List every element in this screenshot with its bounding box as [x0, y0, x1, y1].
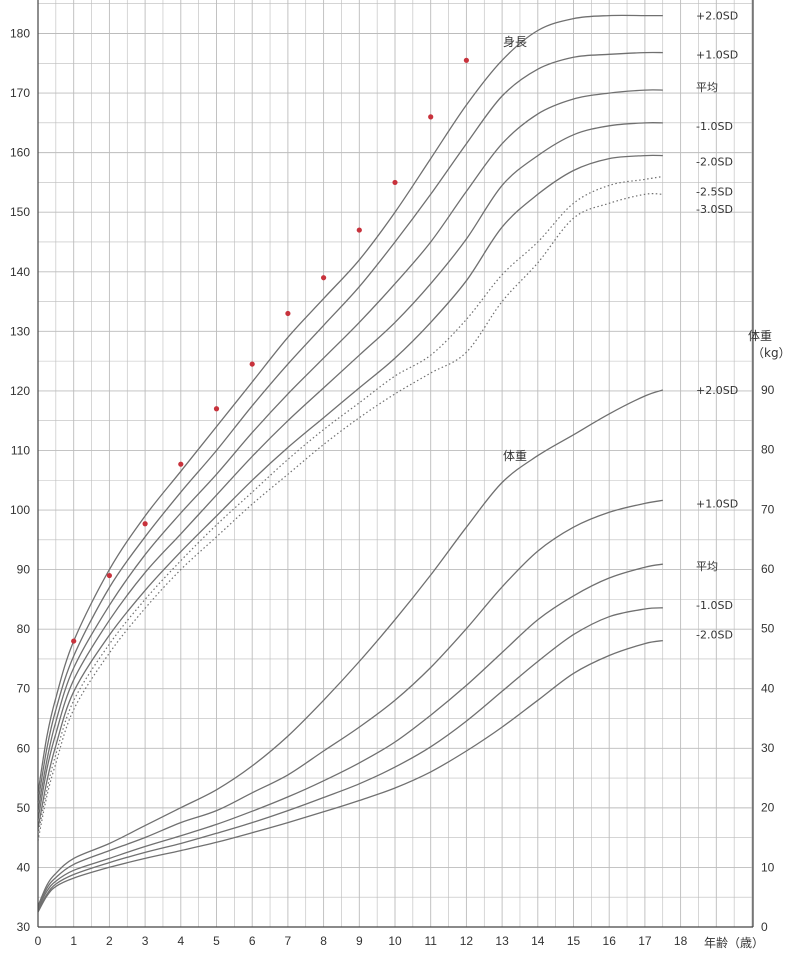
- weight-curve-label: -2.0SD: [696, 629, 733, 642]
- height-curve-3: [37, 122, 663, 820]
- weight-curve-label: +2.0SD: [696, 384, 738, 397]
- x-tick-label: 4: [177, 934, 184, 948]
- weight-curve-3: [37, 607, 663, 911]
- height-point: [321, 275, 327, 281]
- x-tick-label: 13: [495, 934, 509, 948]
- height-curve-label: -3.0SD: [696, 203, 733, 216]
- y-left-tick-label: 90: [17, 563, 31, 577]
- y-left-tick-label: 70: [17, 682, 31, 696]
- height-curve-label: 平均: [696, 81, 718, 94]
- x-tick-label: 9: [356, 934, 363, 948]
- height-point: [142, 521, 148, 527]
- y-right-tick-label: 20: [761, 801, 775, 815]
- height-points: [71, 57, 469, 644]
- y-right-tick-label: 30: [761, 741, 775, 755]
- right-axis-title-line2: （kg）: [752, 346, 785, 360]
- y-right-tick-label: 70: [761, 502, 775, 516]
- y-right-tick-label: 60: [761, 562, 775, 576]
- height-curve-4: [37, 154, 663, 829]
- y-left-tick-label: 40: [17, 860, 31, 874]
- x-tick-label: 8: [320, 934, 327, 948]
- y-left-tick-label: 110: [11, 443, 30, 457]
- y-left-tick-label: 120: [10, 384, 30, 398]
- x-tick-label: 11: [424, 934, 437, 948]
- axes: 3040506070809010011012013014015016017018…: [10, 0, 775, 948]
- height-point: [463, 57, 469, 63]
- y-right-tick-label: 0: [761, 920, 768, 934]
- height-curve-label: -1.0SD: [696, 120, 733, 133]
- height-point: [213, 406, 220, 412]
- right-axis-title-line1: 体重: [748, 329, 772, 343]
- height-curve-5: [37, 175, 663, 835]
- y-left-tick-label: 160: [10, 146, 30, 160]
- height-point: [356, 227, 362, 233]
- height-curve-label: +2.0SD: [696, 10, 738, 23]
- x-axis-label: 年齢（歳）: [704, 935, 764, 950]
- curves: [37, 14, 664, 913]
- y-right-tick-label: 10: [761, 860, 775, 874]
- x-tick-label: 2: [106, 934, 113, 948]
- curve-labels: +2.0SD +1.0SD 平均 -1.0SD -2.0SD -2.5SD -3.0SD +2…: [696, 10, 738, 642]
- y-right-tick-label: 50: [761, 622, 775, 636]
- y-left-tick-label: 80: [17, 622, 31, 636]
- height-point: [178, 461, 184, 467]
- weight-curve-4: [37, 639, 663, 913]
- height-point: [285, 310, 291, 317]
- height-point: [106, 572, 112, 579]
- y-left-tick-label: 180: [10, 27, 30, 41]
- weight-curve-label: +1.0SD: [696, 497, 738, 510]
- x-tick-label: 3: [142, 934, 149, 948]
- y-right-tick-label: 40: [761, 681, 775, 695]
- x-tick-label: 1: [70, 934, 77, 948]
- height-curve-1: [37, 51, 663, 803]
- height-point: [428, 114, 434, 120]
- y-left-tick-label: 130: [10, 324, 30, 338]
- x-tick-label: 17: [638, 934, 652, 948]
- y-right-tick-label: 90: [761, 383, 775, 397]
- height-curve-0: [37, 14, 663, 794]
- height-curve-label: +1.0SD: [696, 48, 738, 61]
- x-tick-label: 15: [567, 934, 581, 948]
- x-tick-label: 0: [35, 934, 42, 948]
- weight-curve-1: [37, 499, 663, 908]
- weight-curve-2: [37, 563, 663, 909]
- weight-curve-label: 平均: [696, 560, 718, 573]
- height-curve-6: [37, 193, 663, 841]
- y-left-tick-label: 60: [17, 741, 31, 755]
- x-tick-label: 6: [249, 934, 256, 948]
- x-tick-label: 10: [388, 934, 402, 948]
- height-curve-label: -2.0SD: [696, 156, 733, 169]
- height-curve-label: -2.5SD: [696, 185, 733, 198]
- y-left-tick-label: 150: [10, 205, 30, 219]
- weight-curve-0: [37, 389, 664, 907]
- height-point: [392, 179, 398, 186]
- y-right-tick-label: 80: [761, 443, 775, 457]
- x-tick-label: 5: [213, 934, 220, 948]
- height-title: 身長: [503, 34, 527, 49]
- x-tick-label: 16: [603, 934, 617, 948]
- y-left-tick-label: 140: [10, 265, 30, 279]
- weight-curve-label: -1.0SD: [696, 599, 733, 612]
- x-tick-label: 14: [531, 934, 545, 948]
- y-left-tick-label: 100: [10, 503, 30, 517]
- height-curve-2: [37, 89, 663, 811]
- height-point: [71, 638, 77, 644]
- x-tick-label: 7: [285, 934, 292, 948]
- y-left-tick-label: 30: [17, 920, 31, 934]
- weight-title: 体重: [503, 449, 527, 463]
- x-tick-label: 12: [460, 934, 474, 948]
- x-tick-label: 18: [674, 934, 688, 948]
- height-point: [249, 361, 255, 367]
- y-left-tick-label: 50: [17, 801, 31, 815]
- y-left-tick-label: 170: [10, 86, 30, 100]
